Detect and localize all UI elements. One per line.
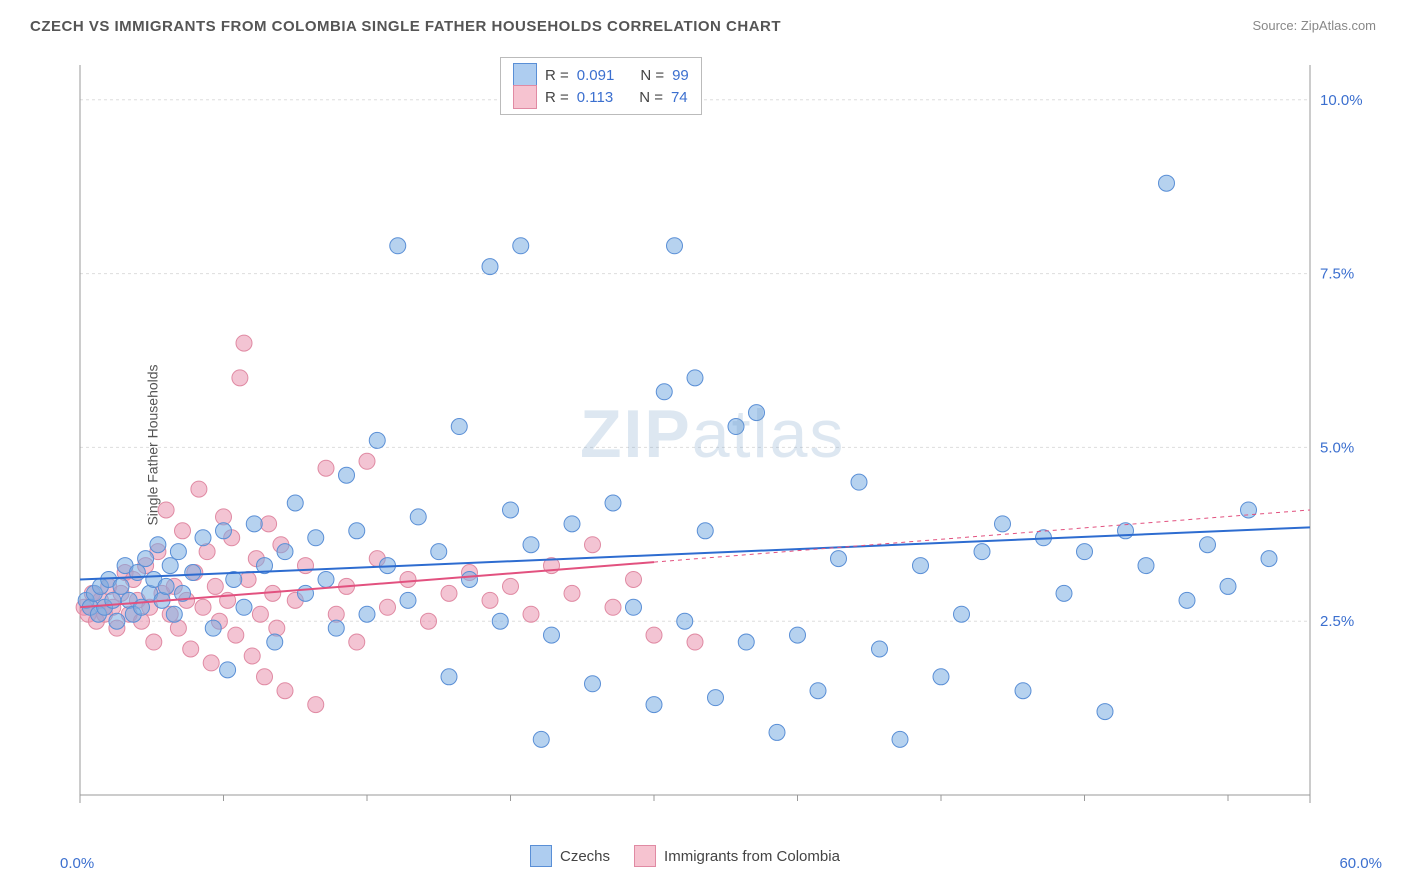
series-legend: Czechs Immigrants from Colombia (530, 845, 840, 867)
chart-canvas: 2.5% 5.0% 7.5% 10.0% (60, 55, 1370, 835)
x-axis-min: 0.0% (60, 855, 94, 872)
swatch-czechs (530, 845, 552, 867)
n-label: N = (640, 67, 664, 84)
svg-text:7.5%: 7.5% (1320, 266, 1354, 283)
swatch-colombia (513, 85, 537, 109)
swatch-colombia (634, 845, 656, 867)
swatch-czechs (513, 63, 537, 87)
y-axis-label: Single Father Households (145, 364, 161, 525)
n-label: N = (639, 89, 663, 106)
svg-text:10.0%: 10.0% (1320, 92, 1363, 109)
r-value-czechs: 0.091 (577, 67, 615, 84)
svg-text:5.0%: 5.0% (1320, 439, 1354, 456)
legend-row-czechs: R = 0.091 N = 99 (513, 64, 689, 86)
r-value-colombia: 0.113 (577, 89, 613, 106)
legend-item-czechs: Czechs (530, 845, 610, 867)
chart-title: CZECH VS IMMIGRANTS FROM COLOMBIA SINGLE… (30, 18, 781, 35)
source-attribution: Source: ZipAtlas.com (1252, 18, 1376, 33)
n-value-czechs: 99 (672, 67, 689, 84)
r-label: R = (545, 89, 569, 106)
legend-item-colombia: Immigrants from Colombia (634, 845, 840, 867)
legend-label-czechs: Czechs (560, 848, 610, 865)
scatter-plot: Single Father Households 2.5% 5.0% 7.5% 10.… (60, 55, 1370, 835)
x-axis-max: 60.0% (1339, 855, 1382, 872)
legend-row-colombia: R = 0.113 N = 74 (513, 86, 689, 108)
n-value-colombia: 74 (671, 89, 688, 106)
svg-text:2.5%: 2.5% (1320, 613, 1354, 630)
correlation-legend: R = 0.091 N = 99 R = 0.113 N = 74 (500, 57, 702, 115)
r-label: R = (545, 67, 569, 84)
legend-label-colombia: Immigrants from Colombia (664, 848, 840, 865)
